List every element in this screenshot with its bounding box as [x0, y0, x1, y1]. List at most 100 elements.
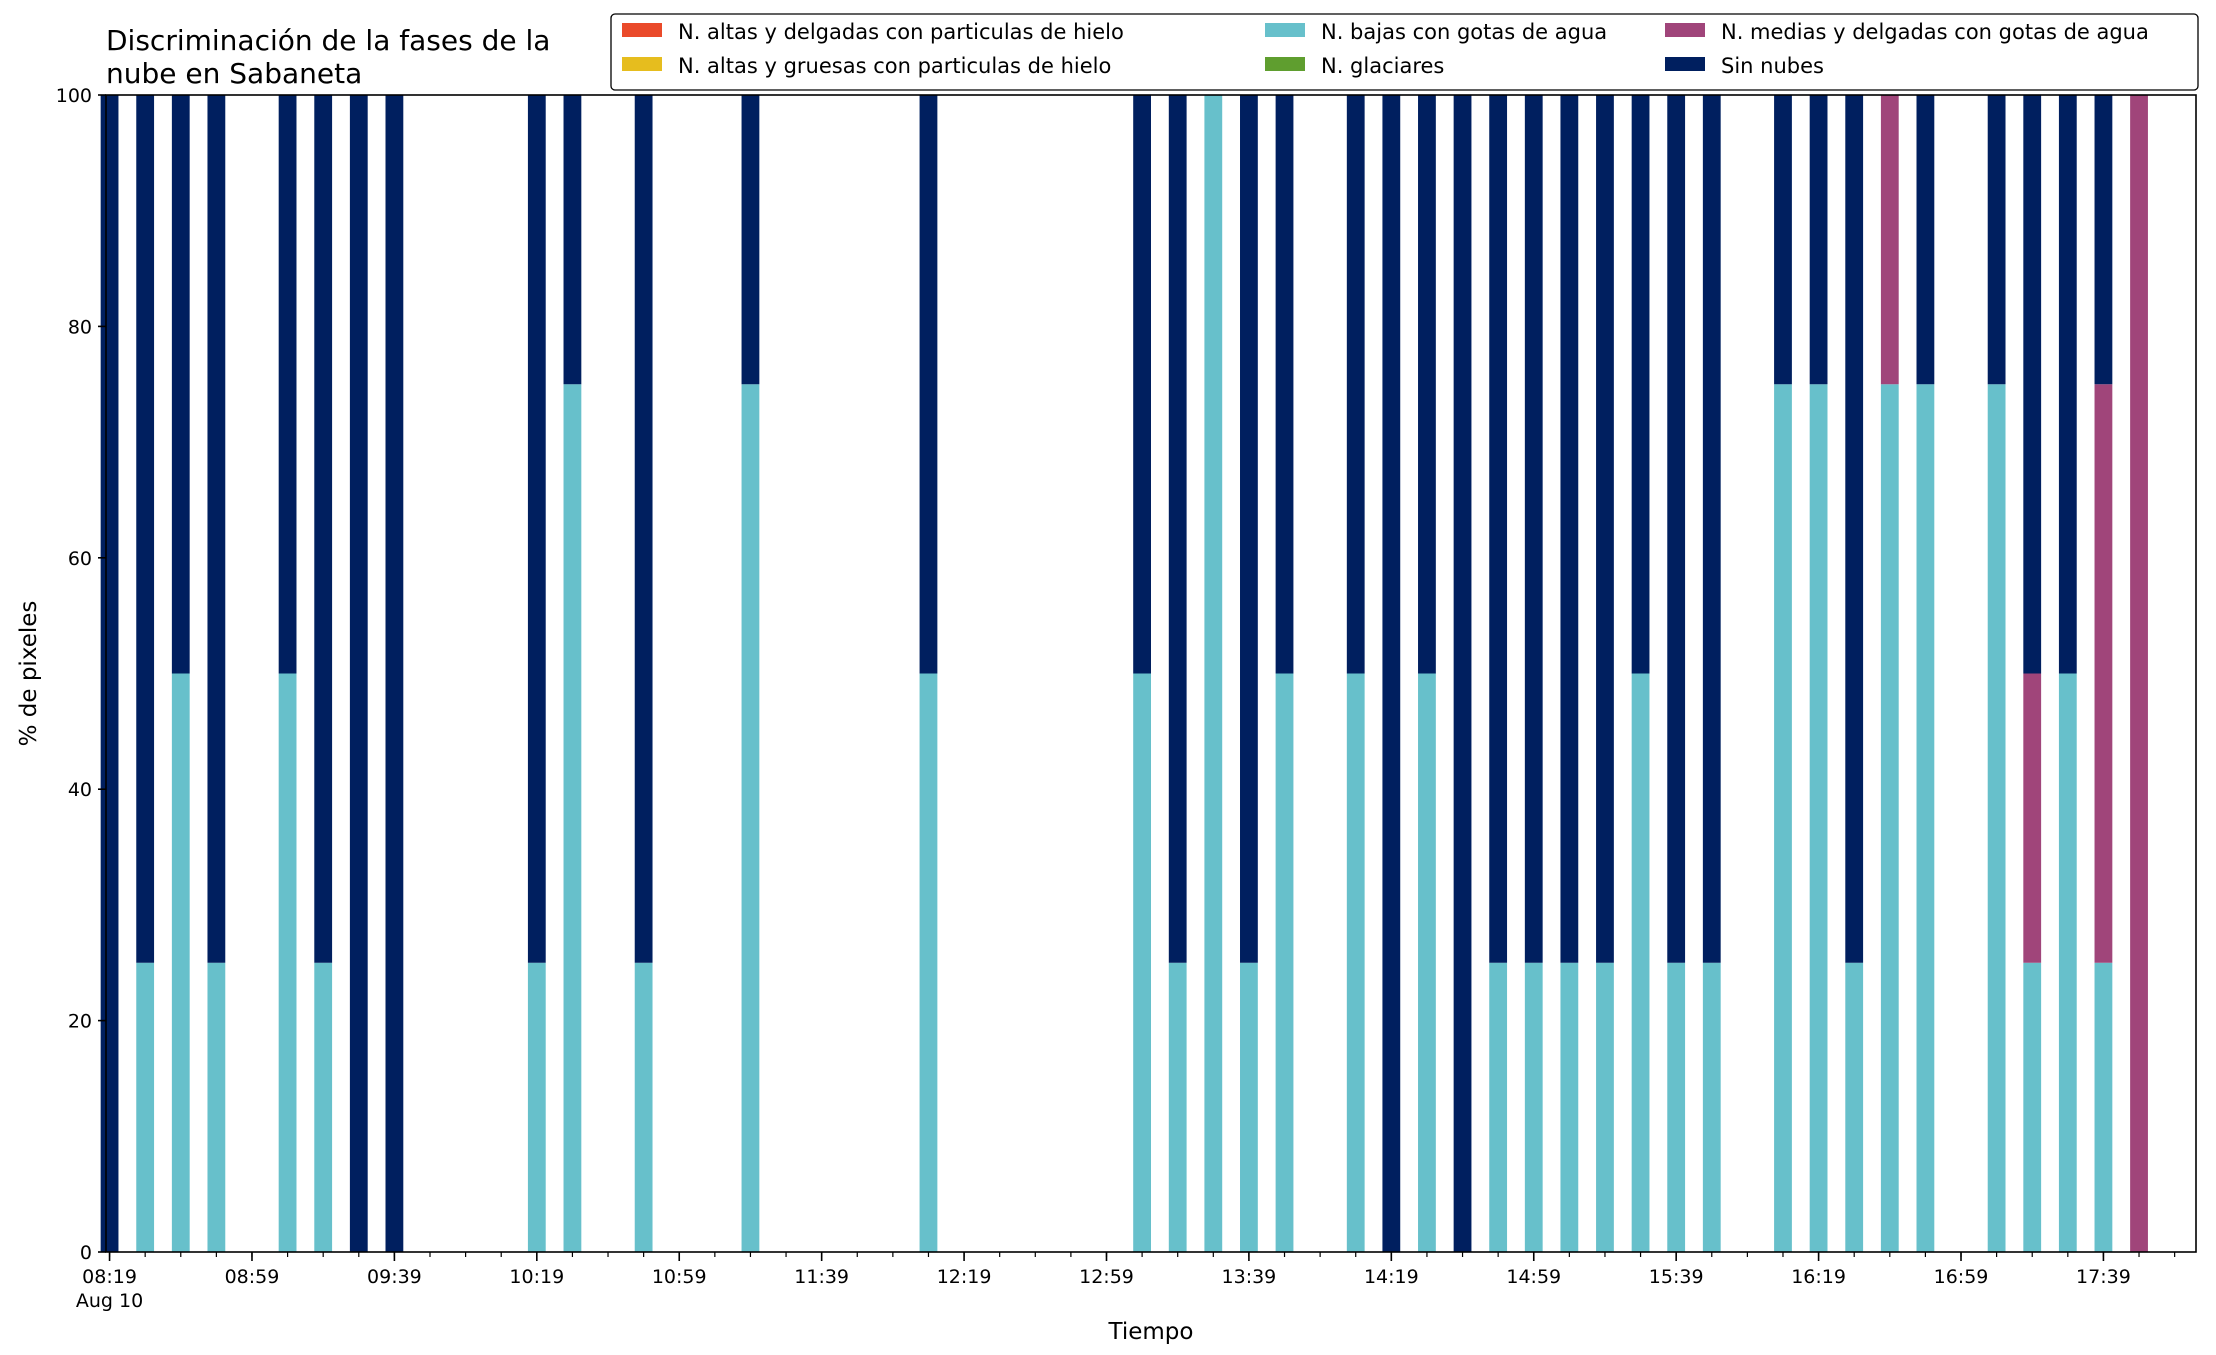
y-axis-label: % de pixeles: [16, 601, 42, 747]
bar-segment: [207, 962, 226, 1252]
legend-label: N. glaciares: [1321, 54, 1444, 78]
bar-segment: [2058, 95, 2077, 674]
bar-segment: [314, 95, 333, 963]
bar-segment: [171, 95, 190, 674]
x-tick-label: 13:39: [1222, 1266, 1277, 1288]
x-tick-label: 14:59: [1506, 1266, 1561, 1288]
chart-title-line: nube en Sabaneta: [106, 57, 362, 90]
bar-segment: [1596, 962, 1614, 1252]
x-tick-label: 09:39: [367, 1266, 422, 1288]
bar-segment: [136, 962, 155, 1252]
bar-segment: [207, 95, 226, 963]
x-tick-label: 12:19: [937, 1266, 992, 1288]
y-axis: 0 20 40 60 80 100: [56, 85, 106, 1264]
y-tick-label: 20: [68, 1011, 92, 1033]
bar-segment: [1702, 95, 1721, 963]
bar-segment: [563, 95, 582, 385]
bar-segment: [1168, 95, 1187, 963]
bar-segment: [1382, 95, 1401, 1252]
bar-segment: [1845, 95, 1864, 963]
bar-segment: [2130, 95, 2148, 1252]
x-tick-label: 10:59: [652, 1266, 707, 1288]
bar-segment: [634, 95, 653, 963]
bar-segment: [1560, 95, 1579, 963]
bar-segment: [1418, 95, 1436, 674]
bar-segment: [1560, 962, 1579, 1252]
bar-segment: [2094, 962, 2113, 1252]
bar-segment: [1987, 95, 2006, 385]
legend-label: N. bajas con gotas de agua: [1321, 20, 1607, 44]
bar-segment: [741, 95, 760, 385]
legend-swatch: [1265, 57, 1305, 71]
bar-segment: [1880, 384, 1899, 1252]
bar-segment: [385, 95, 404, 1252]
bar-segment: [2094, 95, 2113, 385]
bar-segment: [1774, 384, 1792, 1252]
bar-segment: [1596, 95, 1614, 963]
bars-layer: [100, 95, 2148, 1252]
bar-segment: [1667, 962, 1686, 1252]
bar-segment: [1916, 384, 1935, 1252]
bar-segment: [2058, 673, 2077, 1252]
x-tick-label: 08:19: [82, 1266, 137, 1288]
bar-segment: [527, 962, 546, 1252]
legend-swatch: [1665, 57, 1705, 71]
bar-segment: [1204, 95, 1223, 1252]
y-tick-label: 100: [56, 85, 92, 107]
bar-segment: [1489, 95, 1508, 963]
bar-segment: [1809, 384, 1828, 1252]
bar-segment: [1667, 95, 1686, 963]
bar-segment: [1240, 962, 1258, 1252]
bar-segment: [278, 95, 297, 674]
legend-swatch: [1665, 23, 1705, 37]
bar-segment: [1168, 962, 1187, 1252]
bar-segment: [1489, 962, 1508, 1252]
bar-segment: [1418, 673, 1436, 1252]
bar-segment: [1631, 95, 1650, 674]
bar-segment: [1524, 962, 1543, 1252]
bar-segment: [1524, 95, 1543, 963]
bar-segment: [314, 962, 333, 1252]
y-tick-label: 60: [68, 548, 92, 570]
bar-segment: [1809, 95, 1828, 385]
bar-segment: [919, 673, 938, 1252]
chart-title-line: Discriminación de la fases de la: [106, 24, 550, 57]
bar-segment: [2023, 673, 2042, 963]
bar-segment: [1631, 673, 1650, 1252]
bar-segment: [1916, 95, 1935, 385]
bar-segment: [1987, 384, 2006, 1252]
bar-segment: [1346, 673, 1365, 1252]
bar-segment: [1275, 95, 1294, 674]
bar-segment: [1133, 673, 1151, 1252]
bar-segment: [278, 673, 297, 1252]
x-tick-sublabel: Aug 10: [76, 1290, 143, 1312]
legend-box: [610, 13, 2199, 91]
bar-segment: [1346, 95, 1365, 674]
x-tick-label: 16:19: [1791, 1266, 1846, 1288]
bar-segment: [2023, 962, 2042, 1252]
bar-segment: [349, 95, 368, 1252]
x-tick-label: 15:39: [1649, 1266, 1704, 1288]
y-tick-label: 40: [68, 779, 92, 801]
bar-segment: [634, 962, 653, 1252]
bar-segment: [1240, 95, 1258, 963]
y-tick-label: 0: [80, 1242, 92, 1264]
bar-segment: [136, 95, 155, 963]
x-tick-label: 08:59: [225, 1266, 280, 1288]
bar-segment: [1774, 95, 1792, 385]
legend-swatch: [622, 57, 662, 71]
x-tick-label: 16:59: [1934, 1266, 1989, 1288]
y-tick-label: 80: [68, 316, 92, 338]
bar-segment: [1453, 95, 1472, 1252]
bar-segment: [563, 384, 582, 1252]
bar-segment: [2094, 384, 2113, 963]
plot-frame: [105, 94, 2197, 1253]
x-tick-label: 17:39: [2076, 1266, 2131, 1288]
x-tick-label: 12:59: [1079, 1266, 1134, 1288]
legend-label: N. medias y delgadas con gotas de agua: [1721, 20, 2149, 44]
x-axis-label: Tiempo: [1108, 1319, 1194, 1345]
legend-swatch: [1265, 23, 1305, 37]
